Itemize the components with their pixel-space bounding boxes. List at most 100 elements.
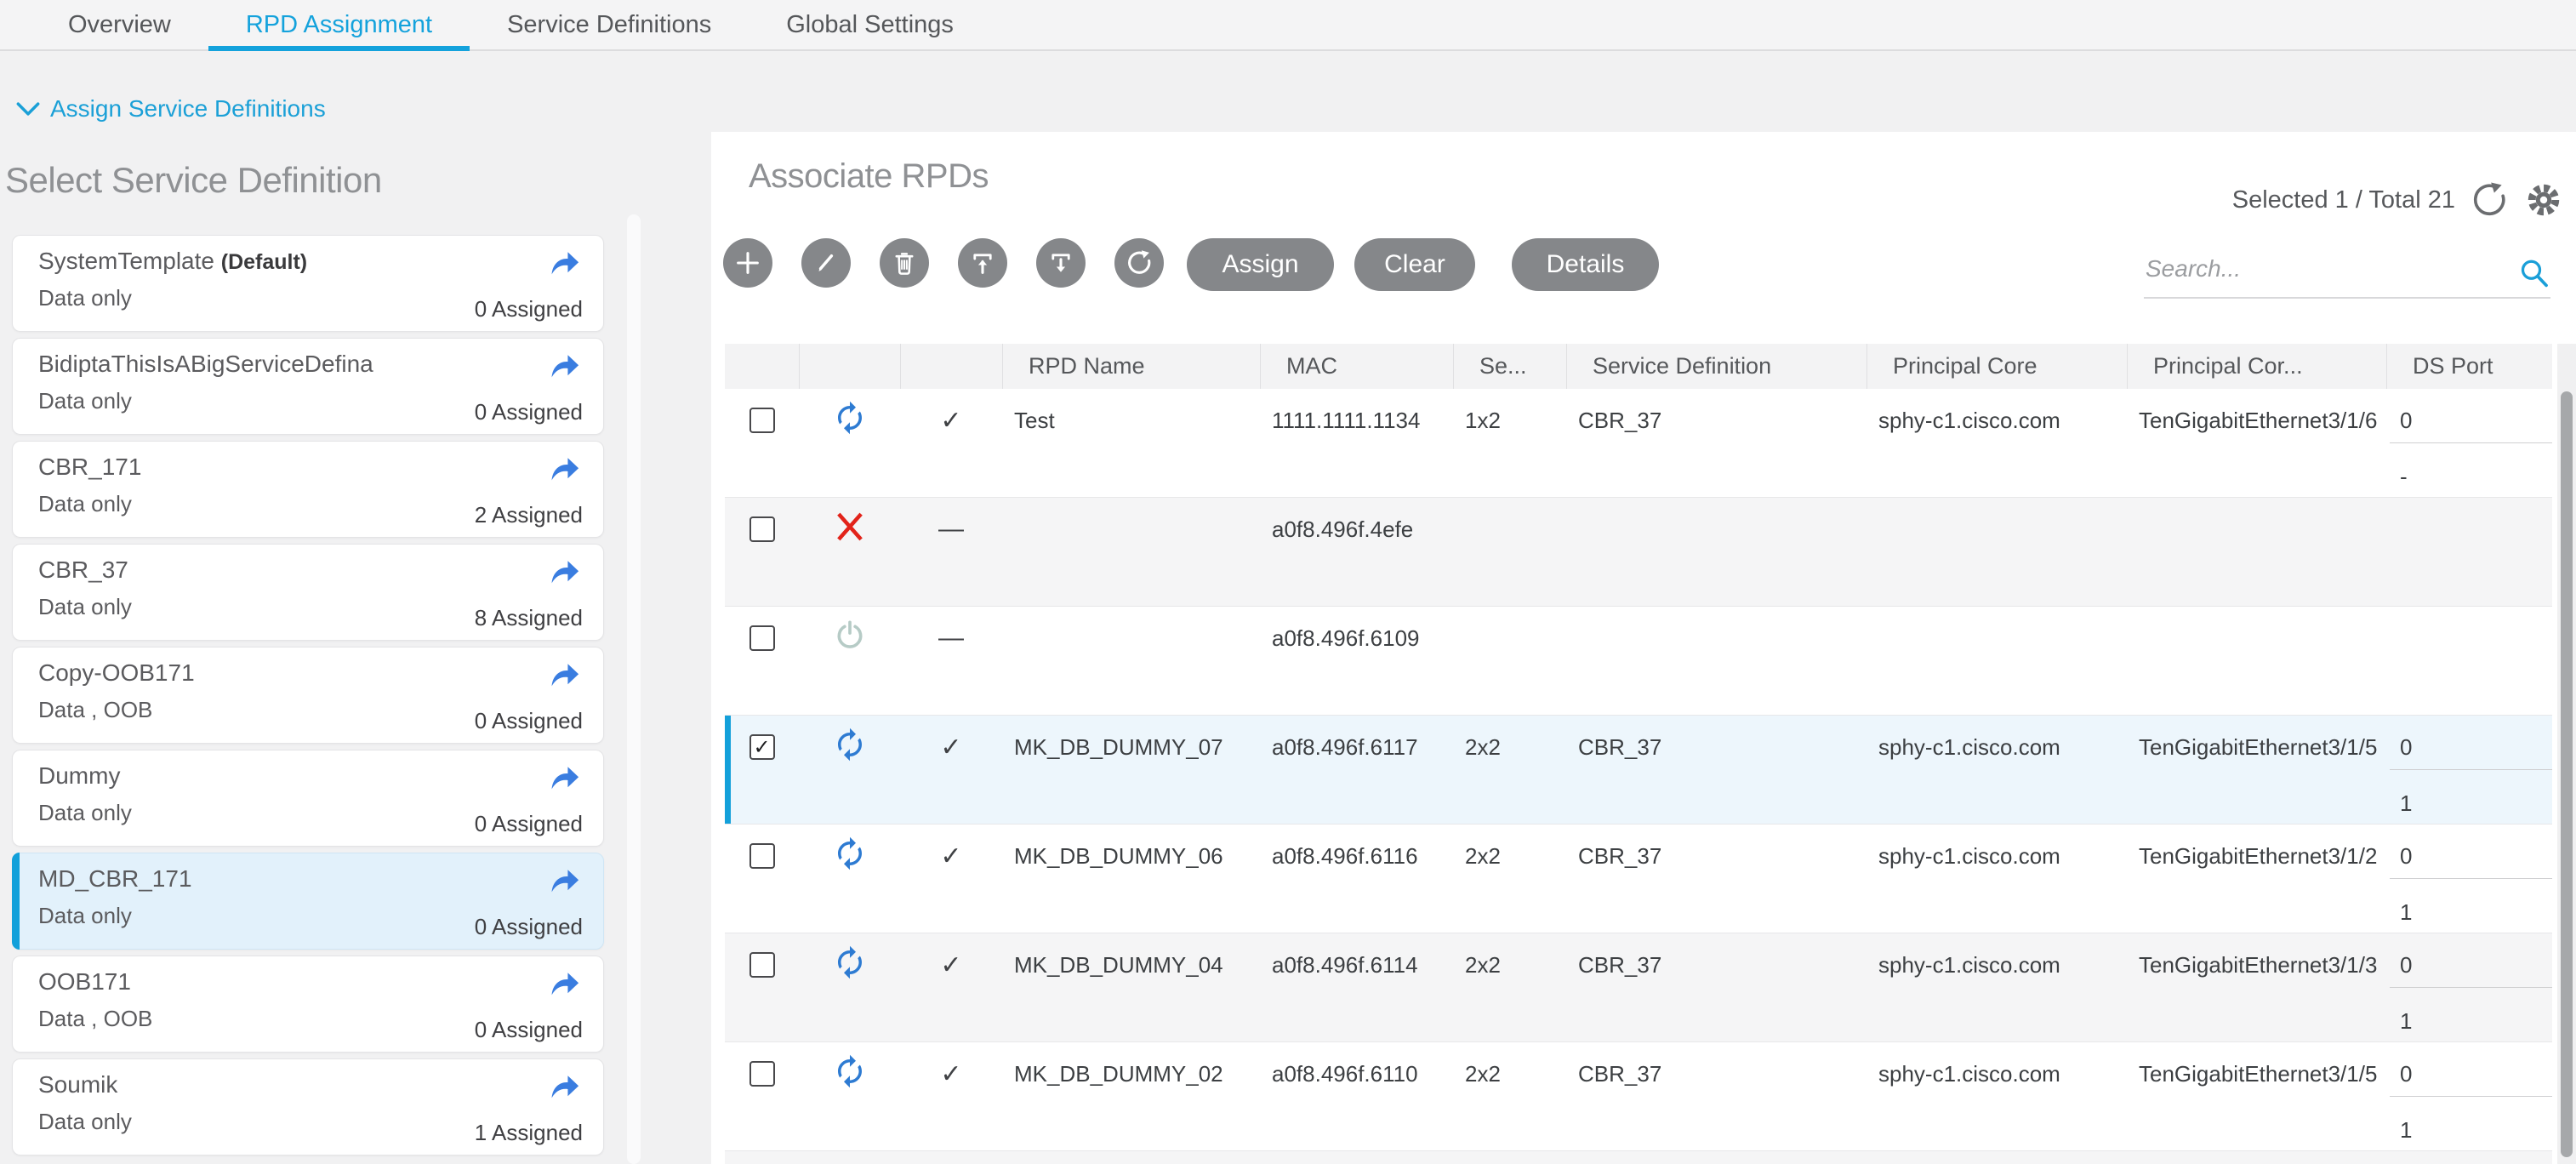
table-row[interactable]: — a0f8.496f.6109 [725,607,2552,716]
service-definition-card[interactable]: CBR_37 Data only 8 Assigned [12,544,604,641]
rpd-name-cell: MK_DB_DUMMY_07 [1014,733,1223,760]
assign-arrow-icon[interactable] [547,864,583,894]
service-definition-cell: CBR_37 [1578,733,1662,760]
tab-overview[interactable]: Overview [68,11,171,38]
table-row[interactable]: ✓ MK_DB_DUMMY_04 a0f8.496f.6114 2x2 CBR_37 sp… [725,933,2552,1042]
principal-core-interface-cell: TenGigabitEthernet3/1/6 [2139,407,2378,433]
top-tab-bar: Overview RPD Assignment Service Definition… [0,0,2576,51]
clear-button[interactable]: Clear [1354,238,1475,291]
card-assigned-count: 0 Assigned [474,399,583,425]
assign-button[interactable]: Assign [1187,238,1334,291]
table-row[interactable]: ✓ MK_DB_DUMMY_02 a0f8.496f.6110 2x2 CBR_37 sp… [725,1042,2552,1151]
sync-status-icon [832,945,868,984]
assign-arrow-icon[interactable] [547,246,583,277]
service-definition-card[interactable]: MD_CBR_171 Data only 0 Assigned [12,853,604,950]
tab-service-definitions[interactable]: Service Definitions [507,11,712,38]
table-row[interactable]: ✓ Test 1111.1111.1134 1x2 CBR_37 sphy-c1.cisc… [725,389,2552,498]
service-definition-card[interactable]: Dummy Data only 0 Assigned [12,750,604,847]
table-row[interactable]: ✓ MK_DB_DUMMY_06 a0f8.496f.6116 2x2 CBR_37 sp… [725,824,2552,933]
service-definition-cell: CBR_37 [1578,951,1662,978]
column-header-rpd-name[interactable]: RPD Name [1002,344,1260,389]
dash-icon: — [938,515,964,543]
card-name: OOB171 [38,968,131,995]
power-status-icon [833,619,867,658]
service-definition-card[interactable]: Copy-OOB171 Data , OOB 0 Assigned [12,647,604,744]
row-checkbox[interactable] [749,843,775,869]
row-checkbox[interactable] [749,408,775,433]
delete-rpd-button[interactable] [880,238,929,288]
tab-rpd-assignment[interactable]: RPD Assignment [208,0,470,51]
assign-arrow-icon[interactable] [547,349,583,379]
assign-service-definitions-toggle[interactable]: Assign Service Definitions [16,95,326,123]
sync-status-icon [832,1054,868,1093]
left-list-scrollbar[interactable] [627,214,641,1164]
refresh-list-button[interactable] [1114,238,1164,288]
edit-rpd-button[interactable] [801,238,851,288]
column-header-principal-cor-[interactable]: Principal Cor... [2127,344,2386,389]
card-service-type: Data only [38,903,132,928]
ds-port-cell [2386,607,2552,715]
card-assigned-count: 0 Assigned [474,296,583,322]
assign-arrow-icon[interactable] [547,555,583,585]
rpd-name-cell: Test [1014,407,1055,433]
search-icon[interactable] [2516,256,2550,294]
assign-arrow-icon[interactable] [547,761,583,791]
card-name: SystemTemplate [38,248,214,274]
row-checkbox[interactable] [749,516,775,542]
mac-cell: 1111.1111.1134 [1272,407,1421,433]
service-definition-card[interactable]: BidiptaThisIsABigServiceDefina Data only 0… [12,338,604,435]
table-row[interactable]: — a0f8.496f.4efe [725,498,2552,607]
segment-cell: 2x2 [1465,842,1501,869]
add-rpd-button[interactable] [723,238,772,288]
table-settings-gear-icon[interactable] [2523,180,2564,220]
search-input[interactable] [2144,254,2505,283]
refresh-table-icon[interactable] [2469,180,2510,220]
card-name: Dummy [38,762,121,789]
tab-global-settings[interactable]: Global Settings [786,11,954,38]
row-checkbox-checked[interactable]: ✓ [749,734,775,760]
row-checkbox[interactable] [749,1061,775,1087]
row-checkbox[interactable] [749,625,775,651]
move-up-button[interactable] [958,238,1007,288]
table-row[interactable]: ✓ ✓ MK_DB_DUMMY_07 a0f8.496f.6117 2x2 CBR_37 s… [725,716,2552,824]
segment-cell [1453,510,1566,549]
column-header-empty [725,344,799,389]
card-assigned-count: 0 Assigned [474,1017,583,1042]
ds-port-value: 1 [2400,1008,2413,1034]
segment-cell: 1x2 [1465,407,1501,433]
card-service-type: Data only [38,285,132,311]
row-checkbox[interactable] [749,952,775,978]
ds-port-cell: 0- [2386,389,2552,497]
column-header-mac[interactable]: MAC [1260,344,1453,389]
assign-arrow-icon[interactable] [547,658,583,688]
service-definition-card[interactable]: SystemTemplate (Default) Data only 0 Assig… [12,235,604,332]
assign-arrow-icon[interactable] [547,452,583,482]
principal-core-cell: sphy-c1.cisco.com [1878,951,2060,978]
dash-icon: — [938,624,964,652]
service-definition-card[interactable]: OOB171 Data , OOB 0 Assigned [12,956,604,1053]
table-row-partial [725,1151,2552,1164]
details-button[interactable]: Details [1512,238,1659,291]
service-definition-cell: CBR_37 [1578,1060,1662,1087]
card-assigned-count: 8 Assigned [474,605,583,630]
card-assigned-count: 2 Assigned [474,502,583,528]
table-scrollbar-thumb[interactable] [2561,391,2573,1157]
column-header-ds-port[interactable]: DS Port [2386,344,2552,389]
card-assigned-count: 0 Assigned [474,708,583,733]
card-service-type: Data , OOB [38,1006,153,1031]
column-header-se-[interactable]: Se... [1453,344,1566,389]
rpd-name-cell [1002,619,1260,658]
move-down-button[interactable] [1036,238,1086,288]
service-definition-card[interactable]: CBR_171 Data only 2 Assigned [12,441,604,538]
upload-arrow-icon [973,254,992,274]
rpd-name-cell [1002,510,1260,549]
service-definition-card[interactable]: Soumik Data only 1 Assigned [12,1058,604,1155]
assign-arrow-icon[interactable] [547,1070,583,1100]
ds-port-value: 0 [2400,1061,2413,1087]
mac-cell: a0f8.496f.6110 [1272,1060,1418,1087]
assign-arrow-icon[interactable] [547,967,583,997]
column-header-service-definition[interactable]: Service Definition [1566,344,1866,389]
card-name: CBR_37 [38,556,128,583]
column-header-principal-core[interactable]: Principal Core [1866,344,2127,389]
